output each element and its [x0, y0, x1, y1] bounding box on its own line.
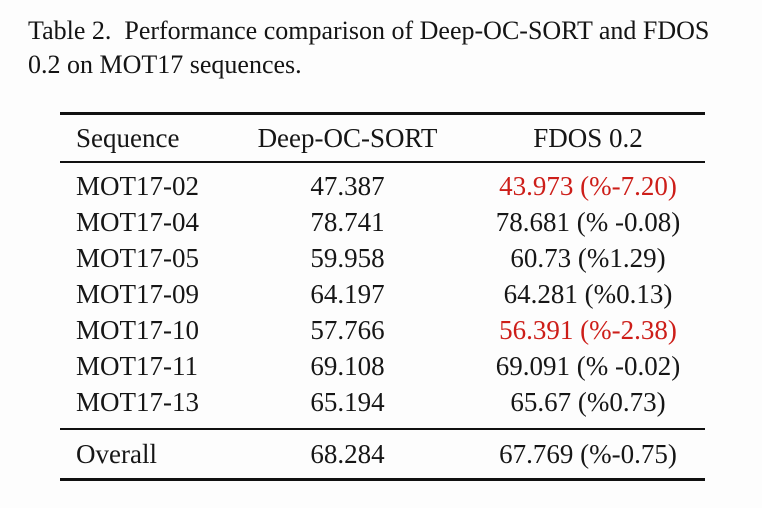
sequence-cell: MOT17-09: [76, 279, 199, 309]
sequence-cell: MOT17-05: [76, 243, 199, 273]
results-table: Sequence Deep-OC-SORT FDOS 0.2 MOT17-02 4…: [60, 112, 705, 481]
caption-line-2: 0.2 on MOT17 sequences.: [28, 50, 302, 79]
fdos-cell: 69.091 (% -0.02): [495, 351, 681, 381]
deep-oc-sort-cell: 57.766: [310, 315, 385, 345]
fdos-cell: 56.391 (%-2.38): [499, 315, 677, 345]
table-row: MOT17-04 78.741 78.681 (% -0.08): [60, 204, 705, 240]
deep-oc-sort-cell: 59.958: [310, 243, 385, 273]
sequence-cell: MOT17-10: [76, 315, 199, 345]
table-caption: Table 2. Performance comparison of Deep-…: [28, 14, 750, 82]
overall-fdos: 67.769 (%-0.75): [445, 428, 705, 481]
table-row: MOT17-13 65.194 65.67 (%0.73): [60, 384, 705, 429]
sequence-cell: MOT17-13: [76, 387, 199, 417]
table-row: MOT17-11 69.108 69.091 (% -0.02): [60, 348, 705, 384]
overall-row: Overall 68.284 67.769 (%-0.75): [60, 428, 705, 481]
sequence-cell: MOT17-04: [76, 207, 199, 237]
fdos-cell: 78.681 (% -0.08): [495, 207, 681, 237]
fdos-cell: 65.67 (%0.73): [510, 387, 666, 417]
header-row: Sequence Deep-OC-SORT FDOS 0.2: [60, 112, 705, 163]
table-row: MOT17-02 47.387 43.973 (%-7.20): [60, 162, 705, 204]
fdos-cell: 64.281 (%0.13): [503, 279, 673, 309]
deep-oc-sort-cell: 69.108: [310, 351, 385, 381]
overall-label: Overall: [60, 428, 250, 481]
overall-deep-oc-sort: 68.284: [250, 428, 445, 481]
deep-oc-sort-cell: 65.194: [310, 387, 385, 417]
deep-oc-sort-cell: 64.197: [310, 279, 385, 309]
fdos-cell: 43.973 (%-7.20): [499, 171, 677, 201]
column-header-fdos: FDOS 0.2: [445, 112, 705, 163]
table-row: MOT17-05 59.958 60.73 (%1.29): [60, 240, 705, 276]
deep-oc-sort-cell: 47.387: [310, 171, 385, 201]
table-row: MOT17-09 64.197 64.281 (%0.13): [60, 276, 705, 312]
table-row: MOT17-10 57.766 56.391 (%-2.38): [60, 312, 705, 348]
deep-oc-sort-cell: 78.741: [310, 207, 385, 237]
sequence-cell: MOT17-11: [76, 351, 198, 381]
sequence-cell: MOT17-02: [76, 171, 199, 201]
column-header-deep-oc-sort: Deep-OC-SORT: [250, 112, 445, 163]
caption-line-1: Table 2. Performance comparison of Deep-…: [28, 16, 710, 45]
fdos-cell: 60.73 (%1.29): [510, 243, 666, 273]
column-header-sequence: Sequence: [60, 112, 250, 163]
